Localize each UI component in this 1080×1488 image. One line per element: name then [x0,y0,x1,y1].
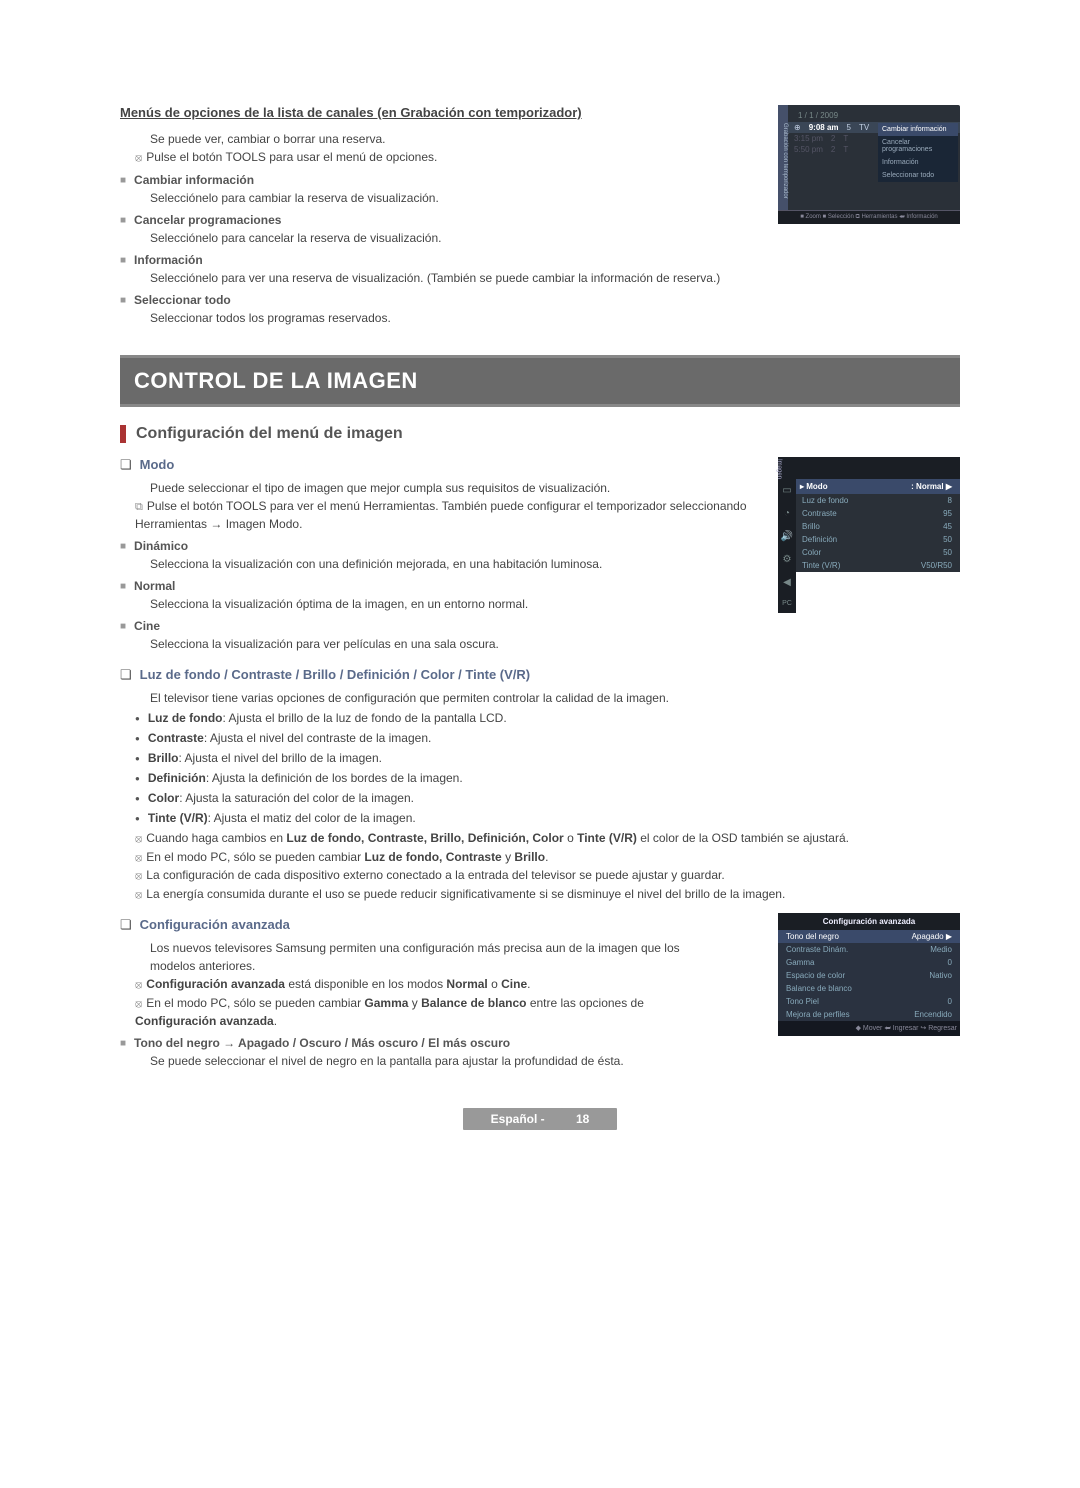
square-bullet-icon: ■ [120,215,126,227]
black-tone-body: Se puede seleccionar el nivel de negro e… [150,1052,960,1070]
mode-title: Modo [140,457,175,473]
list-item: Color: Ajusta la saturación del color de… [135,789,960,807]
red-bar-icon [120,425,126,443]
advanced-config-screenshot: Configuración avanzada Tono del negroApa… [778,913,960,1036]
cancel-prog-body: Selecciónelo para cancelar la reserva de… [150,229,960,247]
note-icon: ⦻ [135,868,142,885]
ss2-sidebar: ▭◔🔊⚙◀PC [778,479,796,613]
ss3-footer: ◆ Mover ⮨ Ingresar ↪ Regresar [778,1021,960,1036]
list-item: Brillo: Ajusta el nivel del brillo de la… [135,749,960,767]
list-item: Definición: Ajusta la definición de los … [135,769,960,787]
note-icon: ⦻ [135,887,142,904]
select-all-title: Seleccionar todo [134,293,231,307]
ss1-footer: ■ Zoom ■ Selección ⧉ Herramientas ⮨ Info… [778,210,960,224]
list-item: Tinte (V/R): Ajusta el matiz del color d… [135,809,960,827]
list-item: Contraste: Ajusta el nivel del contraste… [135,729,960,747]
select-all-body: Seleccionar todos los programas reservad… [150,309,960,327]
cancel-prog-title: Cancelar programaciones [134,213,281,227]
timer-recording-screenshot: Grabación con temporizador 1 / 1 / 2009 … [778,105,960,224]
q2-note4: ⦻La energía consumida durante el uso se … [135,885,960,904]
square-bullet-icon: ■ [120,295,126,307]
note-icon: ⦻ [135,996,142,1013]
image-control-header: CONTROL DE LA IMAGEN [120,355,960,407]
ss3-head: Configuración avanzada [778,913,960,930]
checkbox-icon: ❏ [120,457,132,473]
ss1-context-menu: Cambiar información Cancelar programacio… [878,123,958,182]
advanced-config-title: Configuración avanzada [140,917,290,933]
ss1-sidebar: Grabación con temporizador [778,105,788,210]
normal-body: Selecciona la visualización óptima de la… [150,595,960,613]
advanced-config-intro: Los nuevos televisores Samsung permiten … [150,939,690,975]
information-body: Selecciónelo para ver una reserva de vis… [150,269,790,287]
picture-params-intro: El televisor tiene varias opciones de co… [150,689,960,707]
square-bullet-icon: ■ [120,621,126,633]
picture-params-title: Luz de fondo / Contraste / Brillo / Defi… [140,667,530,683]
black-tone-title: Tono del negro → Apagado / Oscuro / Más … [134,1036,510,1050]
q3-note2: ⦻En el modo PC, sólo se pueden cambiar G… [135,994,675,1031]
checkbox-icon: ❏ [120,667,132,683]
square-bullet-icon: ■ [120,255,126,267]
ss2-side-label: Imagen [776,459,782,479]
change-info-title: Cambiar información [134,173,254,187]
ss1-date: 1 / 1 / 2009 [788,105,960,122]
list-item: Luz de fondoLuz de fondo: Ajusta el bril… [135,709,960,727]
normal-title: Normal [134,579,175,593]
dynamic-title: Dinámico [134,539,188,553]
tools-icon: ⧉ [135,499,143,516]
note-icon: ⦻ [135,831,142,848]
square-bullet-icon: ■ [120,175,126,187]
note-icon: ⦻ [135,977,142,994]
cinema-body: Selecciona la visualización para ver pel… [150,635,960,653]
q2-note1: ⦻Cuando haga cambios en Luz de fondo, Co… [135,829,960,848]
square-bullet-icon: ■ [120,541,126,553]
information-title: Información [134,253,203,267]
picture-params-list: Luz de fondoLuz de fondo: Ajusta el bril… [135,709,960,827]
square-bullet-icon: ■ [120,1038,126,1050]
checkbox-icon: ❏ [120,917,132,933]
q2-note3: ⦻La configuración de cada dispositivo ex… [135,866,960,885]
q2-note2: ⦻En el modo PC, sólo se pueden cambiar L… [135,848,960,867]
note-icon: ⦻ [135,850,142,867]
image-menu-config-subhead: Configuración del menú de imagen [136,425,403,443]
square-bullet-icon: ■ [120,581,126,593]
note-icon: ⦻ [135,150,142,167]
page-footer: Español - 18 [120,1110,960,1128]
image-mode-screenshot: ▸ Modo: Normal ▶ Luz de fondo8 Contraste… [778,457,960,572]
cinema-title: Cine [134,619,160,633]
